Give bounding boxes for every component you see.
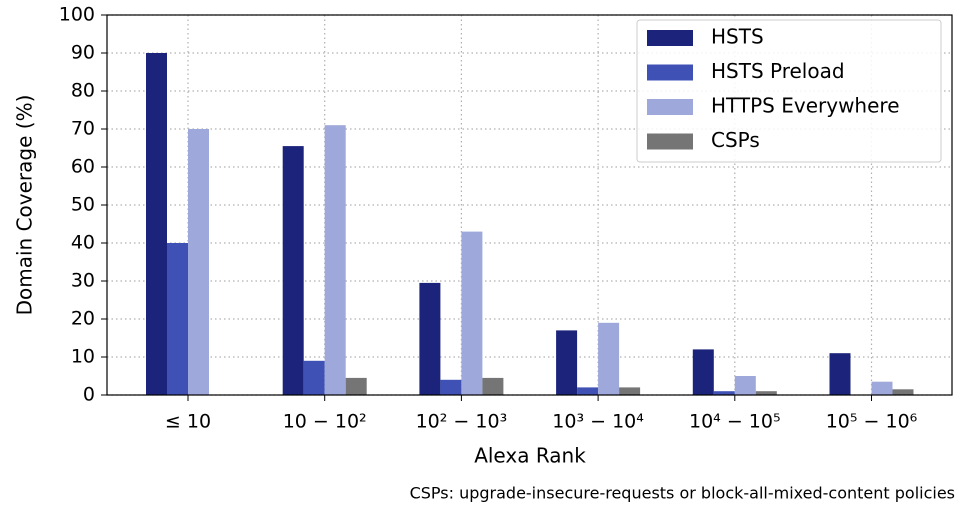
y-tick-label: 90 [71, 42, 95, 64]
bar [734, 376, 756, 395]
legend-swatch [647, 64, 693, 81]
bar [556, 330, 578, 395]
legend-swatch [647, 133, 693, 150]
bar [324, 125, 346, 395]
y-axis-label: Domain Coverage (%) [13, 95, 37, 316]
y-tick-label: 40 [71, 232, 95, 254]
bar [577, 387, 599, 395]
bar [755, 391, 777, 395]
footnote: CSPs: upgrade-insecure-requests or block… [410, 484, 955, 503]
y-tick-label: 10 [71, 346, 95, 368]
legend-label: HSTS [711, 25, 764, 49]
bar [598, 322, 620, 395]
bar [482, 377, 504, 395]
bar [303, 360, 325, 395]
x-tick-label: 10³ − 10⁴ [552, 411, 644, 433]
bar [345, 377, 367, 395]
legend: HSTS HSTS Preload HTTPS Everywhere CSPs [636, 19, 942, 163]
x-tick-label: 10² − 10³ [416, 411, 508, 433]
bar [829, 353, 851, 395]
x-tick-label: 10⁵ − 10⁶ [826, 411, 918, 433]
bar [146, 53, 167, 395]
x-tick-label: 10 − 10² [283, 411, 367, 433]
x-tick-label: 10⁴ − 10⁵ [689, 411, 781, 433]
legend-frame [636, 19, 942, 163]
y-tick-label: 20 [71, 308, 95, 330]
bar [188, 129, 209, 395]
bar [692, 349, 714, 395]
bar [167, 243, 188, 395]
plot-frame [106, 14, 953, 396]
legend-label: HSTS Preload [711, 59, 845, 83]
y-tick-label: 60 [71, 156, 95, 178]
legend-label: HTTPS Everywhere [711, 94, 900, 118]
y-tick-label: 30 [71, 270, 95, 292]
y-tick-label: 50 [71, 194, 95, 216]
bar [419, 282, 441, 395]
y-tick-label: 80 [71, 80, 95, 102]
x-tick-label: ≤ 10 [165, 411, 211, 433]
y-tick-label: 0 [83, 384, 95, 406]
x-axis-label: Alexa Rank [474, 444, 586, 468]
legend-label: CSPs [711, 128, 760, 152]
bar [282, 146, 304, 395]
legend-swatch [647, 99, 693, 115]
bar [440, 379, 462, 395]
y-tick-label: 70 [71, 118, 95, 140]
bar [619, 387, 641, 395]
bar [871, 381, 893, 395]
y-tick-label: 100 [59, 4, 95, 26]
legend-swatch [647, 30, 693, 46]
bar [892, 389, 914, 395]
bar [461, 231, 483, 395]
bar [713, 391, 735, 395]
